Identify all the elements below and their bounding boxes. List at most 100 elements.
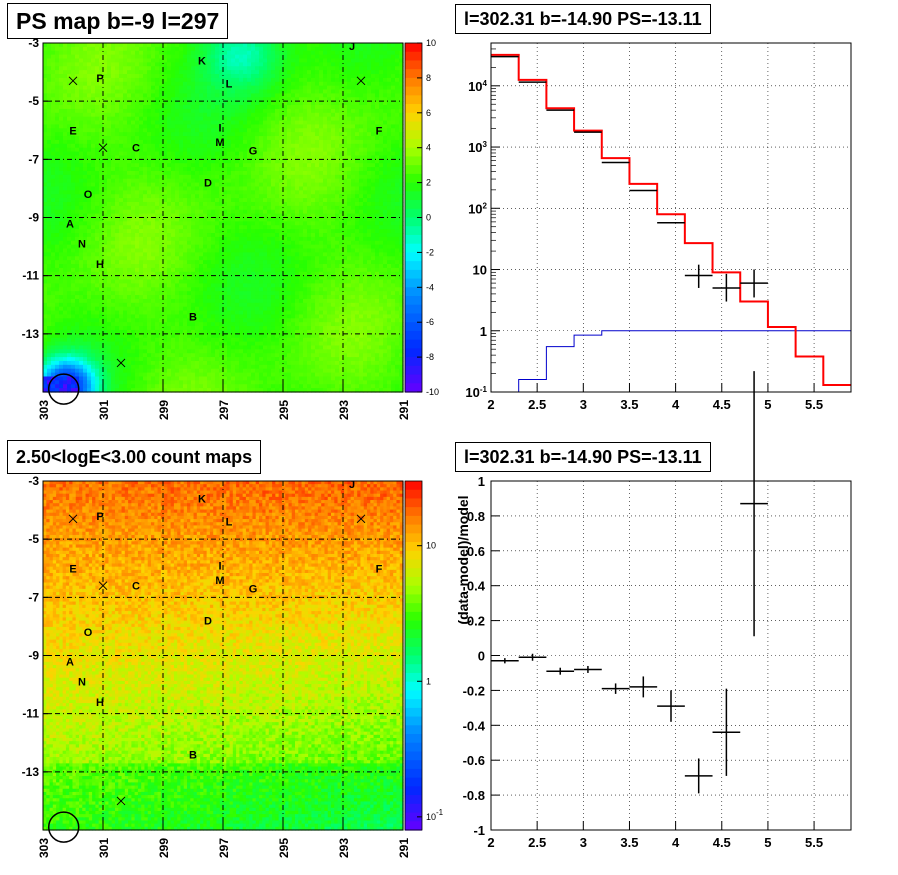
spectrum-frame: [490, 42, 852, 393]
spectrum-ytick-label: 103: [468, 140, 487, 155]
ps-map-colorbar-label: -8: [426, 352, 434, 362]
spectrum-xtick-label: 5: [764, 397, 771, 412]
source-label-E: E: [69, 125, 76, 137]
ps-map-ytick-label: -9: [28, 211, 39, 225]
ps-map-xtick-label: 293: [337, 400, 351, 420]
source-label-H: H: [96, 259, 104, 271]
residual-point: [657, 690, 685, 722]
ps-map-colorbar-label: -6: [426, 317, 434, 327]
residuals-xtick-label: 2: [487, 835, 494, 850]
ps-map-xtick-label: 301: [97, 400, 111, 420]
ps-map-xtick-label: 291: [397, 400, 411, 420]
ps-map-cells: [43, 43, 404, 393]
residual-point: [684, 758, 713, 794]
count-map-title: 2.50<logE<3.00 count maps: [7, 440, 262, 474]
ps-map-title: PS map b=-9 l=297: [7, 3, 229, 39]
residual-point: [518, 653, 547, 661]
spectrum-data-point: [712, 273, 741, 302]
count-map-colorbar-label: 10: [426, 541, 436, 551]
source-label-F: F: [376, 563, 383, 575]
residuals-ytick-label: 0.4: [467, 579, 486, 594]
cross-marker: [116, 796, 126, 806]
source-label-F: F: [376, 125, 383, 137]
residual-point: [712, 688, 741, 776]
spectrum-xtick-label: 3: [580, 397, 587, 412]
spectrum-ytick-label: 1: [480, 324, 487, 339]
source-label-M: M: [215, 575, 224, 587]
residual-point: [601, 683, 630, 694]
source-label-N: N: [78, 239, 86, 251]
residuals-xtick-label: 4: [672, 835, 680, 850]
residuals-ytick-label: 0.2: [467, 614, 485, 629]
count-map-xtick-label: 299: [157, 838, 171, 858]
ps-map-colorbar-label: -2: [426, 247, 434, 257]
residuals-xtick-label: 5.5: [805, 835, 823, 850]
residuals-ytick-label: -0.8: [463, 788, 485, 803]
count-map-ytick-label: -5: [28, 532, 39, 546]
spectrum-data-point: [684, 264, 713, 288]
ps-map-colorbar-label: 4: [426, 143, 431, 153]
count-map-ytick-label: -3: [28, 474, 39, 488]
ps-map-ytick-label: -11: [22, 269, 39, 283]
count-map-xtick-label: 293: [337, 838, 351, 858]
ps-map-xtick-label: 297: [217, 400, 231, 420]
source-label-I: I: [218, 122, 221, 134]
count-map-xtick-label: 295: [277, 838, 291, 858]
residuals-xtick-label: 4.5: [713, 835, 731, 850]
source-label-B: B: [189, 311, 197, 323]
residual-point: [491, 658, 519, 664]
ps-map-ytick-label: -5: [28, 94, 39, 108]
spectrum-data-point: [740, 269, 768, 298]
ps-map-xtick-label: 295: [277, 400, 291, 420]
residuals-ytick-label: -1: [473, 823, 485, 838]
source-label-M: M: [215, 137, 224, 149]
ps-map-ytick-label: -3: [28, 36, 39, 50]
target-circle: [47, 811, 80, 843]
cross-marker: [68, 514, 78, 524]
cross-marker: [116, 358, 126, 368]
source-label-D: D: [204, 178, 212, 190]
source-label-G: G: [249, 146, 258, 158]
spectrum-xtick-label: 4: [672, 397, 680, 412]
residuals-panel: 2 2.5 3 3.5 4 4.5 5 5.5 -1 -0.8 -0.6 -0.4 -0.2 0 0.2 0.…: [455, 371, 852, 850]
source-label-N: N: [78, 677, 86, 689]
cross-marker: [98, 581, 108, 591]
ps-component-line: [491, 330, 851, 393]
source-label-E: E: [69, 563, 76, 575]
residuals-ytick-label: 0: [478, 649, 485, 664]
spectrum-ytick-label: 10: [473, 263, 487, 278]
cross-marker: [356, 76, 366, 86]
spectrum-xtick-label: 2: [487, 397, 494, 412]
count-map-colorbar: 10 1 10-1: [404, 480, 444, 831]
residuals-xtick-label: 5: [764, 835, 771, 850]
spectrum-xtick-label: 4.5: [713, 397, 731, 412]
source-label-K: K: [198, 493, 206, 505]
ps-map-colorbar-label: -10: [426, 387, 439, 397]
count-map-colorbar-label: 10-1: [426, 808, 444, 822]
source-label-I: I: [218, 560, 221, 572]
count-map-ytick-label: -11: [22, 707, 39, 721]
ps-map-xtick-label: 299: [157, 400, 171, 420]
spectrum-xtick-label: 5.5: [805, 397, 823, 412]
source-label-P: P: [96, 73, 103, 85]
source-label-L: L: [226, 79, 233, 91]
source-label-H: H: [96, 697, 104, 709]
ps-map-ytick-label: -7: [28, 152, 39, 166]
count-map-ytick-label: -9: [28, 649, 39, 663]
spectrum-ytick-label: 104: [468, 79, 487, 94]
spectrum-title: l=302.31 b=-14.90 PS=-13.11: [455, 4, 711, 34]
spectrum-xtick-label: 2.5: [528, 397, 546, 412]
source-label-O: O: [84, 627, 93, 639]
source-label-A: A: [66, 218, 74, 230]
residuals-ytick-label: -0.6: [463, 753, 485, 768]
source-label-J: J: [349, 479, 355, 491]
residuals-ytick-label: -0.4: [463, 718, 486, 733]
residuals-xtick-label: 3: [580, 835, 587, 850]
residual-point: [546, 667, 575, 675]
ps-map-ytick-label: -13: [22, 327, 40, 341]
count-map-colorbar-label: 1: [426, 676, 431, 686]
spectrum-panel: 2 2.5 3 3.5 4 4.5 5 5.5 10-1 1 10 102 103 104: [465, 42, 852, 412]
residuals-xtick-label: 3.5: [620, 835, 638, 850]
ps-map-colorbar: 10 8 6 4 2 0 -2 -4 -6 -8 -10: [404, 38, 439, 397]
